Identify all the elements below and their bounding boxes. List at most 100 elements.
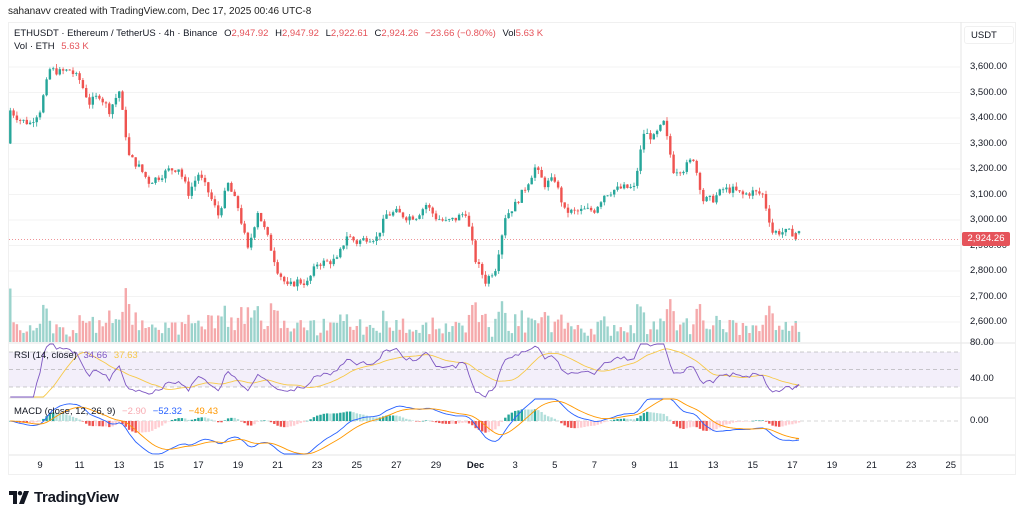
candle — [662, 120, 665, 125]
time-axis-tick: 15 — [153, 460, 165, 471]
candle — [405, 217, 408, 221]
macd-histogram-bar — [302, 421, 306, 423]
volume-bar — [553, 321, 556, 342]
volume-bar — [573, 329, 576, 342]
macd-histogram-bar — [415, 421, 418, 422]
candle — [708, 195, 712, 197]
macd-histogram-bar — [444, 421, 448, 424]
candle — [474, 240, 477, 263]
macd-histogram-bar — [520, 409, 523, 421]
macd-hist-value: −2.90 — [122, 406, 147, 417]
candle — [464, 214, 467, 216]
volume-legend[interactable]: Vol · ETH 5.63 K — [14, 41, 89, 52]
price-axis-tick: 3,600.00 — [970, 61, 1007, 72]
volume-bar — [157, 329, 160, 342]
candle — [302, 283, 306, 285]
macd-histogram-bar — [725, 421, 728, 425]
macd-histogram-bar — [124, 421, 127, 427]
macd-histogram-bar — [662, 413, 665, 421]
volume-bar — [131, 324, 134, 342]
time-axis-tick: 19 — [826, 460, 838, 471]
macd-histogram-bar — [240, 421, 243, 422]
candle — [220, 208, 223, 216]
macd-histogram-bar — [424, 420, 428, 421]
candle — [174, 170, 177, 172]
volume-bar — [134, 312, 137, 342]
currency-unit-button[interactable]: USDT — [964, 26, 1014, 44]
candle — [758, 191, 761, 194]
volume-bar — [520, 310, 523, 342]
candle — [299, 279, 302, 284]
volume-bar — [566, 322, 570, 342]
macd-legend[interactable]: MACD (close, 12, 26, 9) −2.90 −52.32 −49… — [14, 406, 218, 417]
volume-bar — [250, 317, 253, 342]
time-axis-tick: Dec — [466, 460, 485, 471]
candle — [540, 169, 543, 178]
volume-bar — [98, 320, 101, 342]
macd-histogram-bar — [438, 421, 441, 424]
rsi-legend[interactable]: RSI (14, close) 34.66 37.63 — [14, 350, 138, 361]
macd-histogram-bar — [487, 421, 490, 433]
candle — [85, 88, 88, 98]
candle — [659, 124, 662, 131]
volume-bar — [758, 331, 761, 342]
macd-histogram-bar — [114, 421, 118, 426]
volume-bar — [741, 323, 745, 342]
candle — [718, 189, 721, 196]
candle — [75, 73, 78, 75]
macd-histogram-bar — [484, 421, 487, 433]
volume-bar — [88, 321, 91, 342]
macd-histogram-bar — [477, 421, 481, 430]
volume-bar — [226, 326, 230, 342]
macd-histogram-bar — [256, 421, 259, 422]
volume-bar — [461, 325, 464, 342]
volume-bar — [787, 330, 791, 342]
volume-bar — [797, 331, 801, 342]
price-change: −23.66 (−0.80%) — [425, 28, 496, 39]
volume-bar — [619, 327, 622, 342]
candle — [778, 231, 781, 235]
tradingview-logo[interactable]: TradingView — [9, 489, 119, 506]
candle — [319, 264, 322, 266]
candle — [494, 271, 497, 276]
macd-histogram-bar — [504, 417, 507, 421]
macd-histogram-bar — [523, 409, 527, 421]
candle — [127, 137, 131, 156]
volume-bar — [325, 330, 329, 342]
symbol-legend[interactable]: ETHUSDT · Ethereum / TetherUS · 4h · Bin… — [14, 28, 547, 39]
candle — [151, 182, 154, 184]
volume-bar — [167, 327, 170, 342]
macd-histogram-bar — [441, 421, 444, 424]
macd-histogram-bar — [325, 413, 329, 421]
volume-bar — [444, 323, 448, 342]
macd-histogram-bar — [728, 421, 731, 424]
macd-histogram-bar — [622, 418, 626, 421]
volume-bar — [497, 311, 500, 342]
macd-histogram-bar — [200, 417, 203, 421]
candle — [510, 211, 514, 214]
volume-bar — [563, 328, 566, 342]
price-axis-tick: 3,400.00 — [970, 112, 1007, 123]
volume-bar — [170, 322, 174, 342]
macd-histogram-bar — [75, 417, 78, 421]
candle — [358, 240, 362, 244]
volume-bar — [517, 326, 520, 342]
macd-histogram-bar — [550, 417, 553, 421]
macd-histogram-bar — [391, 415, 395, 421]
volume-bar — [771, 313, 774, 342]
volume-bar — [514, 314, 517, 342]
volume-bar — [240, 307, 243, 342]
candle — [266, 227, 269, 235]
volume-bar — [728, 319, 731, 342]
macd-histogram-bar — [682, 421, 685, 429]
macd-histogram-bar — [345, 411, 349, 421]
volume-bar — [606, 326, 609, 342]
candle — [421, 209, 424, 216]
rsi-axis-tick: 80.00 — [970, 337, 994, 348]
candle — [61, 69, 65, 71]
macd-histogram-bar — [497, 421, 500, 427]
volume-bar — [448, 331, 451, 342]
macd-histogram-bar — [339, 412, 342, 421]
macd-histogram-bar — [589, 421, 593, 426]
